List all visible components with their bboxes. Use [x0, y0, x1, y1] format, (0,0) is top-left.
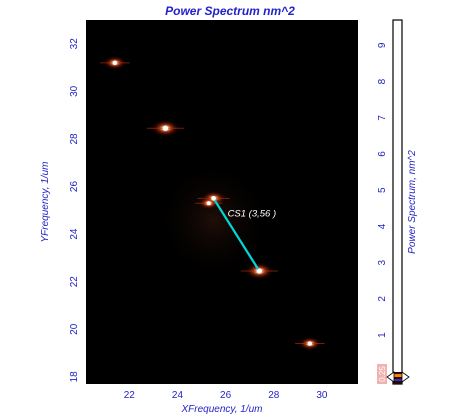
y-tick-label: 18 — [69, 371, 80, 383]
colorbar-marker-value: 0.25 — [378, 366, 387, 382]
peak-core — [206, 201, 211, 206]
x-tick-label: 22 — [124, 390, 136, 401]
y-tick-label: 32 — [69, 38, 80, 50]
chart-title: Power Spectrum nm^2 — [165, 4, 295, 18]
x-axis-label: XFrequency, 1/um — [181, 404, 263, 415]
cross-section-endpoint-start[interactable] — [211, 196, 216, 201]
y-tick-label: 22 — [69, 276, 80, 288]
colorbar-tick-label: 6 — [377, 151, 388, 157]
colorbar-marker-box[interactable] — [377, 364, 387, 384]
noise-haze-region — [153, 157, 274, 282]
colorbar-tick-label: 5 — [377, 187, 388, 193]
y-tick-label: 28 — [69, 133, 80, 145]
colorbar-blue-band — [393, 379, 402, 381]
x-axis-ticks: 22 24 26 28 30 — [124, 390, 328, 401]
colorbar-orange-band — [393, 374, 402, 377]
cross-section-label: CS1 (3,56 ) — [228, 209, 277, 220]
y-tick-label: 30 — [69, 85, 80, 97]
x-tick-label: 28 — [268, 390, 280, 401]
colorbar-tick-label: 7 — [377, 115, 388, 121]
x-tick-label: 24 — [172, 390, 184, 401]
colorbar-tick-label: 8 — [377, 78, 388, 84]
colorbar — [392, 19, 403, 385]
cross-section-line[interactable] — [212, 197, 261, 272]
cross-section-endpoint-end[interactable] — [257, 268, 262, 274]
x-tick-label: 26 — [220, 390, 232, 401]
spectrum-peak — [100, 55, 130, 71]
y-axis-label: YFrequency, 1/um — [40, 162, 51, 243]
noise-haze — [153, 157, 274, 282]
y-tick-label: 20 — [69, 323, 80, 335]
y-axis-ticks: 18 20 22 24 26 28 30 32 — [69, 38, 80, 383]
colorbar-label: Power Spectrum, nm^2 — [407, 150, 418, 254]
colorbar-tick-label: 1 — [377, 332, 388, 338]
colorbar-tick-label: 2 — [377, 296, 388, 302]
peak-core — [112, 60, 118, 65]
colorbar-low-band — [393, 372, 402, 384]
y-tick-label: 24 — [69, 228, 80, 240]
peak-core — [307, 341, 313, 346]
colorbar-tick-label: 4 — [377, 223, 388, 229]
y-tick-label: 26 — [69, 181, 80, 193]
x-tick-label: 30 — [316, 390, 328, 401]
colorbar-ticks: 1 2 3 4 5 6 7 8 9 — [377, 42, 388, 338]
colorbar-slider-handle-right[interactable] — [401, 371, 410, 383]
peak-core — [162, 125, 169, 131]
colorbar-tick-label: 3 — [377, 259, 388, 265]
colorbar-slider-handle-left[interactable] — [386, 371, 395, 383]
spectrum-peak — [295, 336, 325, 351]
spectrum-peak — [146, 118, 184, 138]
colorbar-tick-label: 9 — [377, 42, 388, 48]
